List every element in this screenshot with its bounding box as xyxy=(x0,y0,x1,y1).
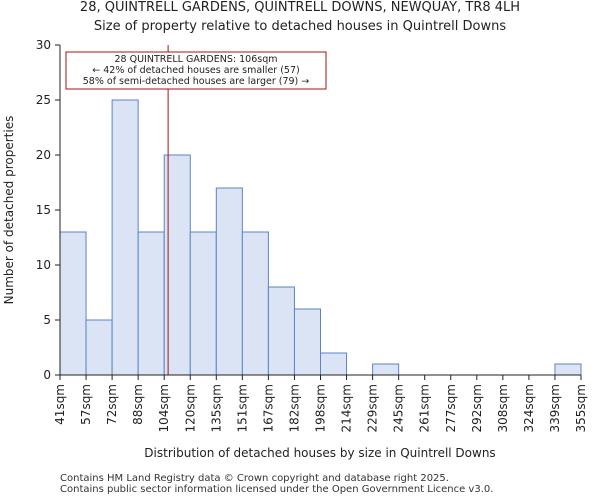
x-tick-label: 245sqm xyxy=(392,384,406,432)
y-axis-label: Number of detached properties xyxy=(2,116,16,305)
x-tick-label: 182sqm xyxy=(287,384,301,432)
x-tick-label: 339sqm xyxy=(548,384,562,432)
y-tick-label: 5 xyxy=(43,313,51,327)
bar-135sqm xyxy=(215,187,243,376)
chart-title-line1: 28, QUINTRELL GARDENS, QUINTRELL DOWNS, … xyxy=(79,0,521,15)
x-tick-label: 57sqm xyxy=(79,384,93,425)
x-tick-label: 355sqm xyxy=(574,384,588,432)
x-tick-label: 277sqm xyxy=(444,384,458,432)
bar-167sqm xyxy=(267,286,295,376)
bar-151sqm xyxy=(241,231,269,376)
footer-line2: Contains public sector information licen… xyxy=(60,484,494,495)
annotation-box: 28 QUINTRELL GARDENS: 106sqm← 42% of det… xyxy=(65,51,327,90)
bar-88sqm xyxy=(137,231,165,376)
bar-198sqm xyxy=(320,352,348,376)
y-tick-label: 20 xyxy=(36,148,51,162)
x-tick-label: 261sqm xyxy=(418,384,432,432)
histogram-chart: 0 5 10 15 20 25 30 41sqm 57sqm 72sqm 88sqm 104sqm 1… xyxy=(2,38,588,460)
y-tick-label: 25 xyxy=(36,93,51,107)
bar-339sqm xyxy=(554,363,582,376)
bar-41sqm xyxy=(59,231,87,376)
y-tick-label: 10 xyxy=(36,258,51,272)
x-tick-label: 324sqm xyxy=(522,384,536,432)
x-tick-label: 229sqm xyxy=(366,384,380,432)
x-tick-label: 214sqm xyxy=(340,384,354,432)
x-tick-label: 167sqm xyxy=(261,384,275,432)
x-ticks-group: 41sqm 57sqm 72sqm 88sqm 104sqm 120sqm 135sqm 15… xyxy=(53,375,588,432)
x-tick-label: 120sqm xyxy=(183,384,197,432)
bar-72sqm xyxy=(111,99,139,376)
footer-line1: Contains HM Land Registry data © Crown c… xyxy=(60,473,449,484)
annotation-line-2: ← 42% of detached houses are smaller (57… xyxy=(92,65,299,76)
y-tick-label: 15 xyxy=(36,203,51,217)
bar-120sqm xyxy=(189,231,217,376)
y-ticks-group: 0 5 10 15 20 25 30 xyxy=(36,38,60,382)
x-tick-label: 135sqm xyxy=(209,384,223,432)
x-tick-label: 151sqm xyxy=(235,384,249,432)
chart-title-line2: Size of property relative to detached ho… xyxy=(93,19,507,34)
x-tick-label: 41sqm xyxy=(53,384,67,425)
annotation-frame xyxy=(65,51,327,90)
bar-57sqm xyxy=(85,319,113,376)
x-tick-label: 308sqm xyxy=(496,384,510,432)
x-tick-label: 72sqm xyxy=(105,384,119,425)
y-tick-label: 0 xyxy=(43,368,51,382)
bar-229sqm xyxy=(372,363,400,376)
bar-182sqm xyxy=(293,308,322,376)
x-tick-label: 88sqm xyxy=(131,384,145,425)
x-tick-label: 104sqm xyxy=(157,384,171,432)
annotation-line-3: 58% of semi-detached houses are larger (… xyxy=(83,76,310,87)
bars-group xyxy=(59,99,582,376)
x-tick-label: 198sqm xyxy=(314,384,328,432)
x-tick-label: 292sqm xyxy=(470,384,484,432)
x-axis-label: Distribution of detached houses by size … xyxy=(144,446,495,460)
annotation-line-1: 28 QUINTRELL GARDENS: 106sqm xyxy=(115,54,278,65)
y-tick-label: 30 xyxy=(36,38,51,52)
